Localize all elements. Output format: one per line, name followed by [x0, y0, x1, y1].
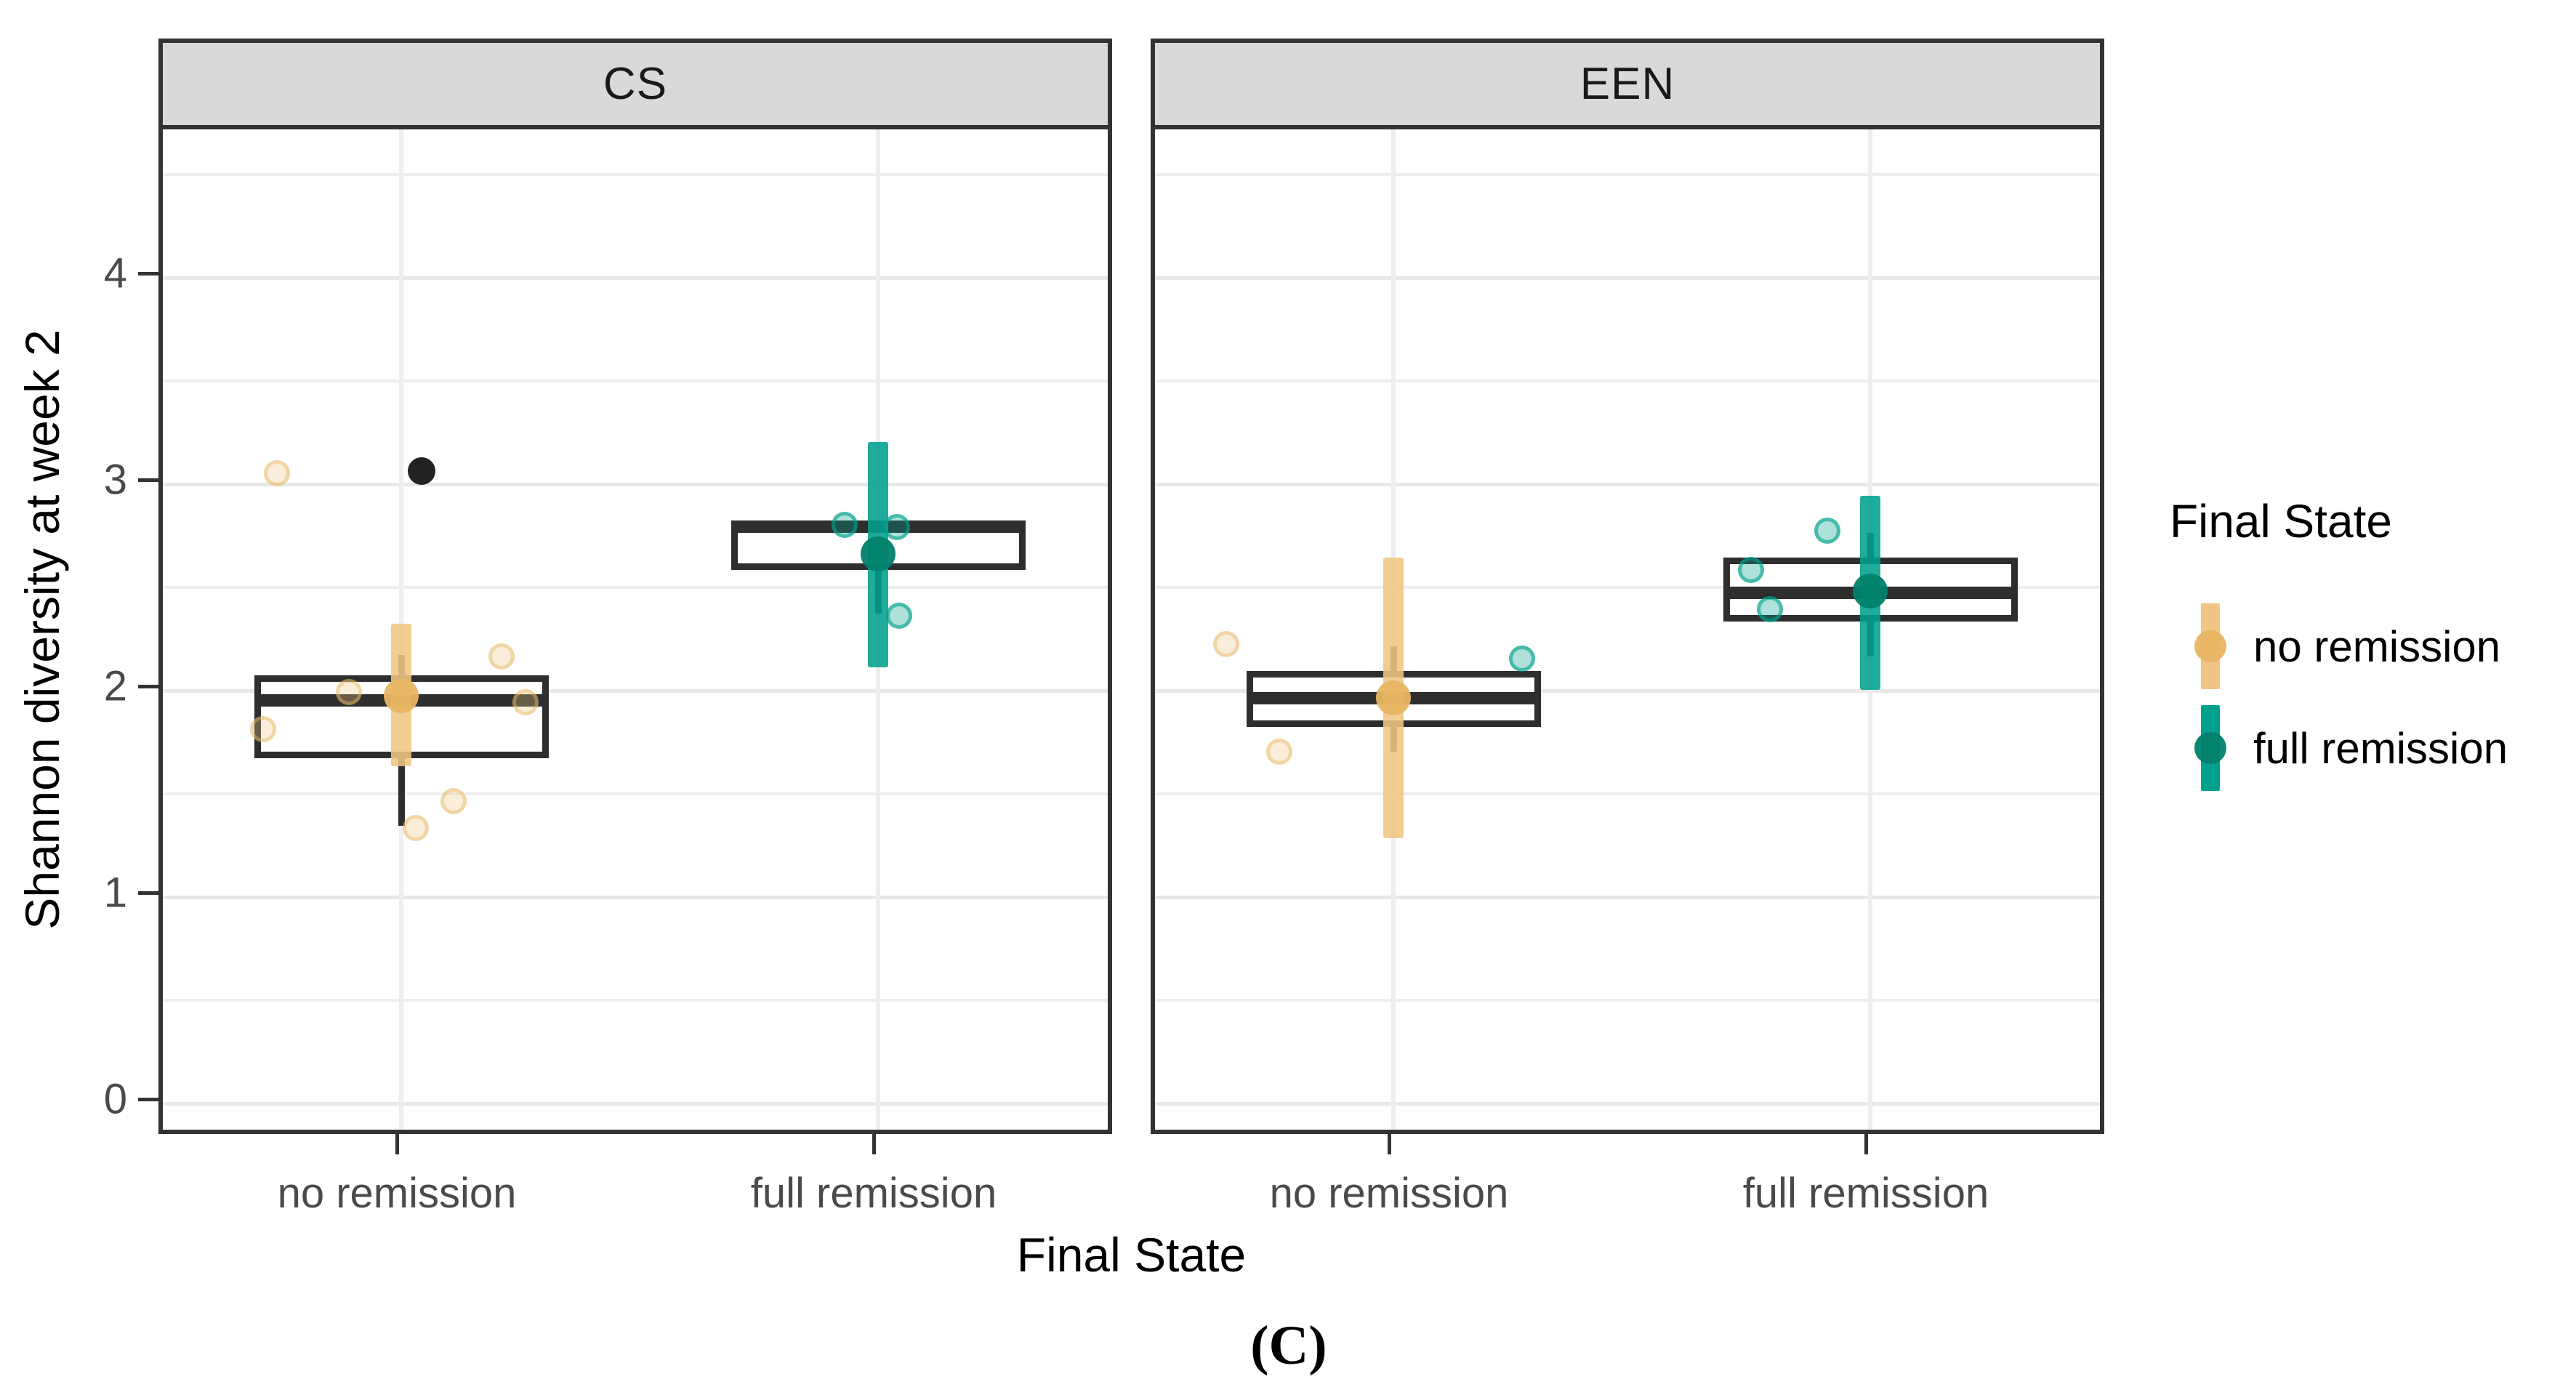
- gridline-minor: [1155, 173, 2100, 177]
- facet-panel-een: [1151, 125, 2104, 1134]
- y-tick-label: 1: [103, 869, 127, 917]
- x-tick: [1864, 1134, 1868, 1154]
- jitter-point: [1265, 739, 1292, 765]
- figure-caption: (C): [1250, 1315, 1327, 1376]
- x-tick: [872, 1134, 876, 1154]
- y-axis-title: Shannon diversity at week 2: [15, 329, 69, 930]
- facet-strip-cs: CS: [158, 39, 1112, 129]
- gridline-minor: [163, 586, 1108, 590]
- gridline-minor: [1155, 379, 2100, 383]
- jitter-point: [885, 602, 912, 629]
- gridline-major: [163, 483, 1108, 487]
- x-tick: [1388, 1134, 1391, 1154]
- jitter-point: [1757, 596, 1784, 623]
- legend-entry-no_remission: no remission: [2194, 603, 2501, 689]
- legend-label: no remission: [2253, 622, 2501, 671]
- y-tick-label: 3: [103, 456, 127, 504]
- jitter-point: [512, 688, 539, 715]
- jitter-point: [440, 788, 467, 815]
- x-tick-label: full remission: [750, 1170, 997, 1217]
- gridline-major: [163, 276, 1108, 281]
- mean-dot: [1376, 680, 1411, 716]
- x-tick-label: no remission: [277, 1170, 517, 1217]
- legend-entry-full_remission: full remission: [2194, 705, 2508, 791]
- gridline-minor: [163, 173, 1108, 177]
- y-tick: [138, 272, 158, 276]
- x-tick: [395, 1134, 399, 1154]
- gridline-major: [163, 895, 1108, 899]
- gridline-minor: [1155, 586, 2100, 590]
- jitter-point: [335, 678, 362, 705]
- y-tick-label: 4: [103, 249, 127, 297]
- jitter-point: [488, 643, 515, 670]
- facet-panel-cs: [158, 125, 1112, 1134]
- gridline-minor: [163, 998, 1108, 1002]
- gridline-minor: [1155, 998, 2100, 1002]
- outlier-point: [407, 457, 435, 486]
- facet-strip-een: EEN: [1151, 39, 2104, 129]
- jitter-point: [264, 459, 291, 486]
- jitter-point: [1213, 631, 1240, 658]
- jitter-point: [1738, 557, 1764, 584]
- y-tick: [138, 1097, 158, 1101]
- gridline-major: [163, 689, 1108, 694]
- legend-key-dot: [2194, 630, 2226, 662]
- gridline-minor: [163, 379, 1108, 383]
- y-tick: [138, 478, 158, 483]
- mean-dot: [1853, 573, 1888, 608]
- jitter-point: [1814, 518, 1840, 544]
- legend-key-dot: [2194, 732, 2226, 764]
- gridline-major: [1155, 689, 2100, 694]
- legend-key-glyph: [2194, 603, 2226, 689]
- gridline-minor: [163, 792, 1108, 795]
- gridline-major: [1155, 1101, 2100, 1106]
- y-tick-label: 2: [103, 662, 127, 710]
- legend-key-glyph: [2194, 705, 2226, 791]
- jitter-point: [402, 815, 429, 842]
- jitter-point: [249, 715, 276, 742]
- gridline-major: [1155, 276, 2100, 281]
- y-tick: [138, 891, 158, 895]
- jitter-point: [832, 511, 858, 538]
- gridline-major: [1155, 483, 2100, 487]
- mean-dot: [861, 536, 895, 571]
- gridline-minor: [1155, 792, 2100, 795]
- legend-label: full remission: [2253, 723, 2508, 773]
- x-tick-label: no remission: [1269, 1170, 1509, 1217]
- mean-dot: [384, 678, 419, 714]
- gridline-major: [163, 1101, 1108, 1106]
- y-tick: [138, 685, 158, 689]
- legend-title: Final State: [2170, 495, 2392, 547]
- x-tick-label: full remission: [1742, 1170, 1989, 1217]
- gridline-major: [1155, 895, 2100, 899]
- x-axis-title: Final State: [1016, 1228, 1247, 1282]
- jitter-point: [1509, 646, 1536, 672]
- y-tick-label: 0: [103, 1075, 127, 1123]
